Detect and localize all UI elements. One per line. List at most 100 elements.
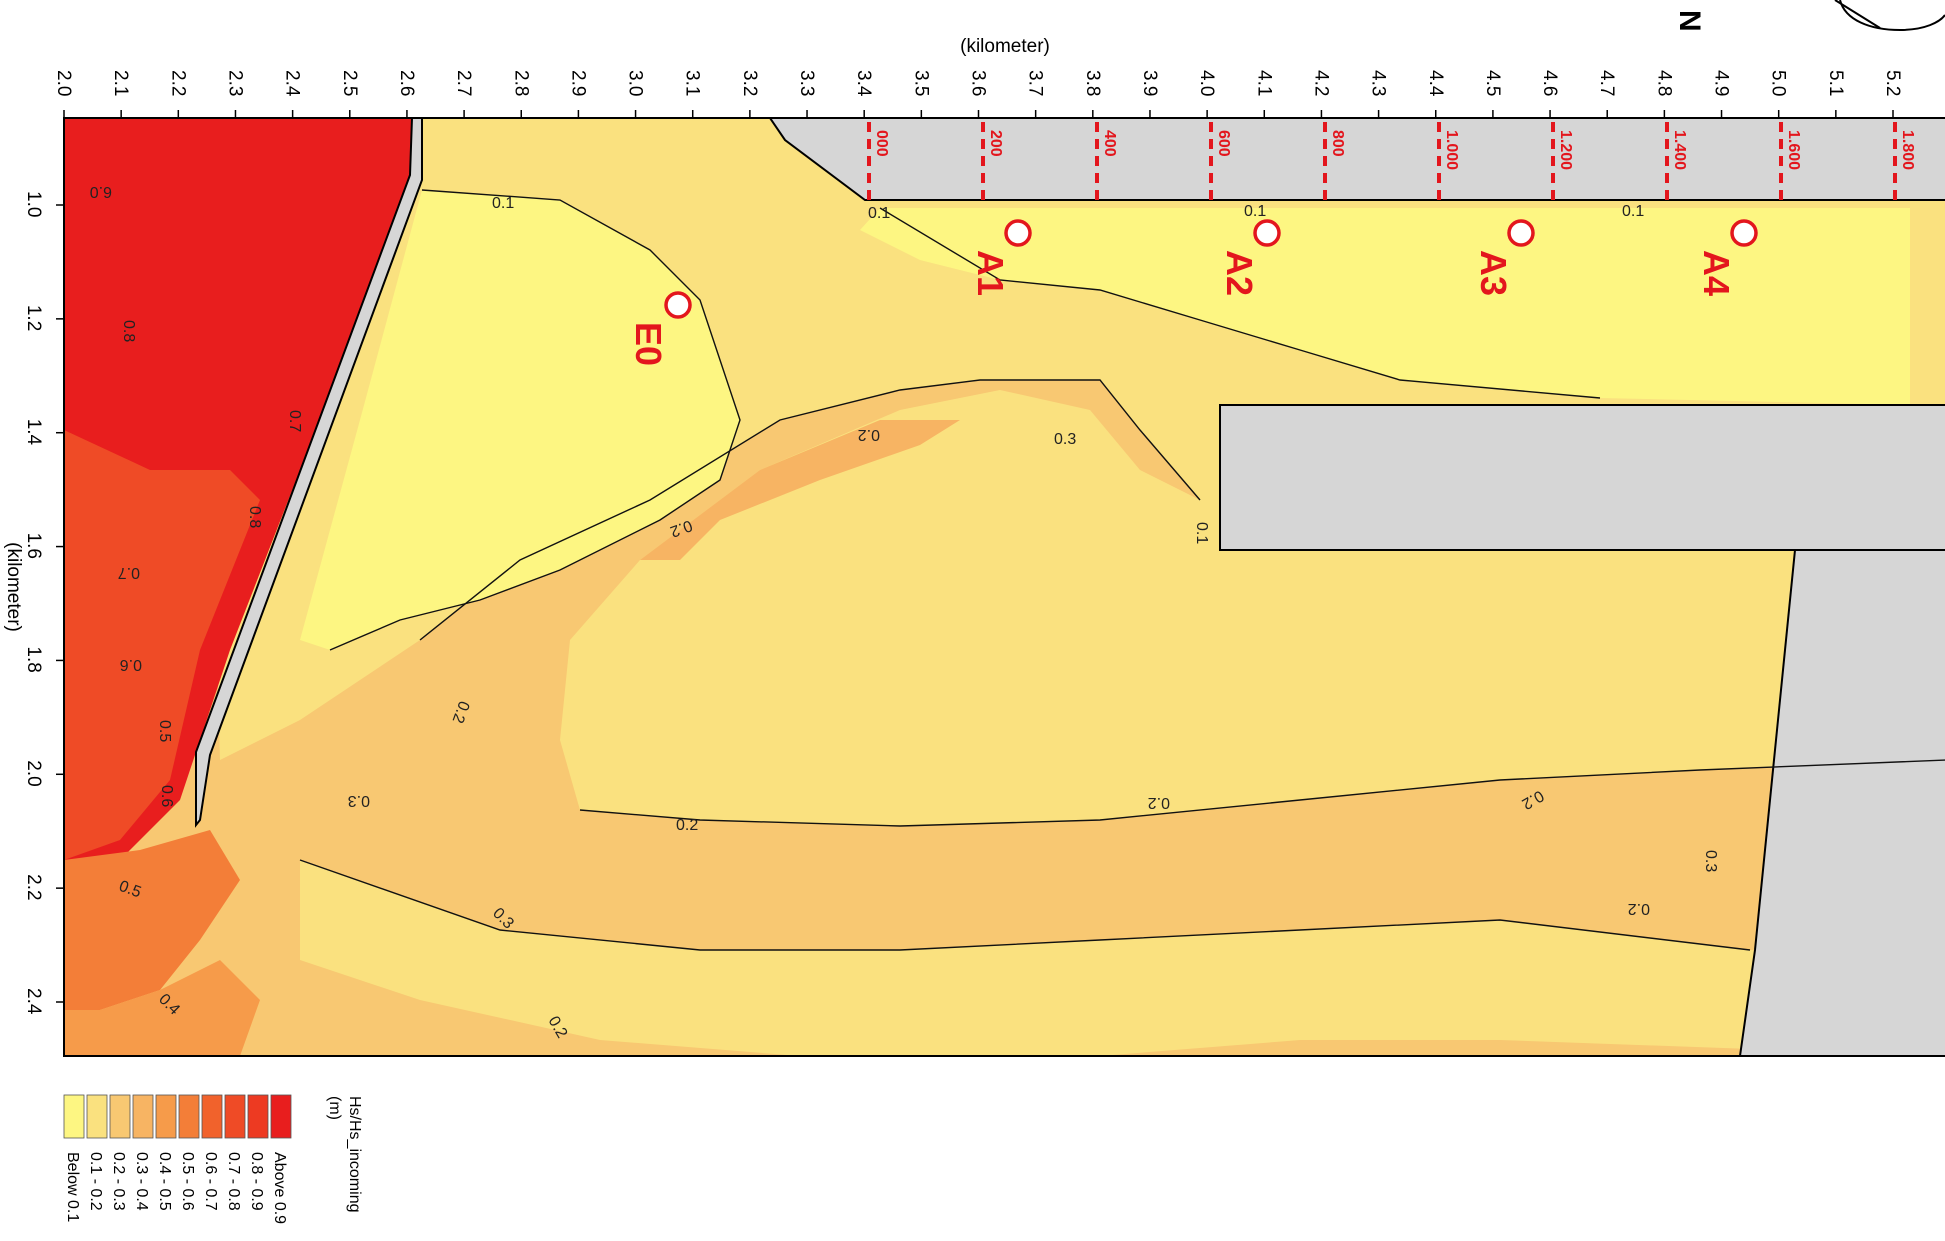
x-tick-label: 3.3 bbox=[796, 70, 817, 96]
legend-swatch bbox=[132, 1094, 154, 1139]
legend-swatch bbox=[178, 1094, 200, 1139]
station-label-a4: A4 bbox=[1696, 250, 1737, 296]
legend-label: 0.5 - 0.6 bbox=[179, 1152, 196, 1211]
zone-0.2-0.3-streak bbox=[640, 420, 960, 560]
x-tick-label: 2.1 bbox=[110, 70, 131, 96]
legend-label: 0.3 - 0.4 bbox=[133, 1152, 150, 1211]
legend: Below 0.1 0.1 - 0.2 0.2 - 0.3 0.3 - 0.4 0.4 … bbox=[63, 1094, 363, 1224]
contour-label: 0.2 bbox=[858, 426, 880, 443]
contour-label: 0.7 bbox=[286, 410, 303, 432]
legend-swatch bbox=[63, 1094, 85, 1139]
chainage-label: 400 bbox=[1101, 130, 1118, 157]
breakwater bbox=[195, 118, 423, 828]
contour-label: 0.2 bbox=[1628, 900, 1650, 917]
zone-0.4-0.5 bbox=[64, 960, 260, 1056]
x-tick-label: 4.0 bbox=[1196, 70, 1217, 96]
y-tick-label: 1.6 bbox=[23, 533, 44, 559]
stations: A1 A2 A3 A4 E0 bbox=[628, 219, 1758, 366]
legend-swatch bbox=[109, 1094, 131, 1139]
legend-label: 0.2 - 0.3 bbox=[110, 1152, 127, 1211]
legend-swatch bbox=[247, 1094, 269, 1139]
north-label: N bbox=[1673, 10, 1706, 32]
compass-ring-icon bbox=[1839, 0, 1945, 32]
chainage-label: 1.800 bbox=[1899, 130, 1916, 170]
x-tick-label: 2.5 bbox=[339, 70, 360, 96]
station-marker-a3[interactable] bbox=[1507, 219, 1535, 247]
contour-label: 0.2 bbox=[1148, 794, 1170, 811]
x-tick-label: 3.7 bbox=[1025, 70, 1046, 96]
legend-swatch bbox=[86, 1094, 108, 1139]
x-tick-label: 5.2 bbox=[1882, 70, 1903, 96]
chainage-label: 1.200 bbox=[1557, 130, 1574, 170]
x-tick-label: 3.9 bbox=[1139, 70, 1160, 96]
legend-label: Below 0.1 bbox=[64, 1152, 81, 1222]
x-tick-label: 3.2 bbox=[739, 70, 760, 96]
legend-label: 0.8 - 0.9 bbox=[248, 1152, 265, 1211]
station-marker-a2[interactable] bbox=[1253, 219, 1281, 247]
x-tick-label: 2.2 bbox=[167, 70, 188, 96]
pier-land bbox=[1219, 404, 1945, 551]
chainage-label: 1.400 bbox=[1671, 130, 1688, 170]
x-tick-label: 2.0 bbox=[53, 70, 74, 96]
legend-unit: (m) bbox=[326, 1096, 343, 1120]
station-marker-a1[interactable] bbox=[1004, 219, 1032, 247]
zone-0.5-0.6 bbox=[64, 830, 240, 1010]
contour-label: 0.2 bbox=[676, 817, 698, 834]
legend-label: 0.4 - 0.5 bbox=[156, 1152, 173, 1211]
x-tick-label: 4.1 bbox=[1253, 70, 1274, 96]
chainage-label: 1.600 bbox=[1785, 130, 1802, 170]
north-arrow-icon bbox=[1834, 0, 1881, 29]
chainage-lines bbox=[867, 122, 1897, 200]
station-label-a1: A1 bbox=[970, 250, 1011, 296]
x-tick-label: 5.1 bbox=[1825, 70, 1846, 96]
contour-label: 0.6 bbox=[120, 656, 142, 673]
chainage-label: 600 bbox=[1215, 130, 1232, 157]
north-arrow: N bbox=[1673, 0, 1945, 32]
x-axis-title: (kilometer) bbox=[960, 36, 1050, 57]
x-tick-label: 3.0 bbox=[625, 70, 646, 96]
contour-lines bbox=[299, 189, 1945, 951]
x-tick-label: 4.3 bbox=[1368, 70, 1389, 96]
chainage-label: 200 bbox=[987, 130, 1004, 157]
x-tick-label: 4.7 bbox=[1596, 70, 1617, 96]
x-tick-label: 4.6 bbox=[1539, 70, 1560, 96]
station-label-a2: A2 bbox=[1219, 250, 1260, 296]
contour-label: 0.3 bbox=[348, 792, 370, 809]
contour-label: 0.5 bbox=[156, 720, 173, 742]
contour-label: 0.3 bbox=[1702, 850, 1719, 872]
x-tick-label: 4.4 bbox=[1425, 70, 1446, 97]
contour-label: 0.1 bbox=[1193, 522, 1210, 544]
x-tick-label: 3.5 bbox=[910, 70, 931, 96]
land-right bbox=[1738, 549, 1945, 1056]
x-tick-label: 2.6 bbox=[396, 70, 417, 96]
contour-label: 0.8 bbox=[120, 320, 137, 342]
zone-0.7-0.8 bbox=[64, 430, 260, 860]
chainage-labels: 000 200 400 600 800 1.000 1.200 1.400 1.… bbox=[873, 130, 1916, 170]
x-tick-label: 2.9 bbox=[567, 70, 588, 96]
y-tick-label: 2.4 bbox=[23, 988, 44, 1015]
x-tick-label: 2.8 bbox=[510, 70, 531, 96]
x-tick-label: 2.7 bbox=[453, 70, 474, 96]
contour-label: 0.2 bbox=[668, 516, 695, 540]
y-tick-label: 1.0 bbox=[23, 191, 44, 217]
x-axis: 2.0 2.1 2.2 2.3 2.4 2.5 2.6 2.7 2.8 2.9 3.0 3.1 3.2 3… bbox=[53, 70, 1903, 118]
land-top bbox=[768, 118, 1945, 201]
station-marker-a4[interactable] bbox=[1730, 219, 1758, 247]
contour-label: 6.0 bbox=[90, 183, 112, 200]
y-tick-label: 1.8 bbox=[23, 646, 44, 672]
x-tick-label: 4.9 bbox=[1711, 70, 1732, 96]
station-marker-e0[interactable] bbox=[664, 291, 692, 319]
legend-label: Above 0.9 bbox=[271, 1152, 288, 1224]
legend-swatch bbox=[201, 1094, 223, 1139]
x-tick-label: 3.6 bbox=[968, 70, 989, 96]
y-axis-title: (kilometer) bbox=[3, 542, 24, 632]
contour-label: 0.6 bbox=[158, 785, 175, 807]
legend-swatch bbox=[270, 1094, 292, 1139]
legend-title: Hs/Hs_incoming bbox=[346, 1096, 363, 1212]
chainage-label: 000 bbox=[873, 130, 890, 157]
contour-label: 0.1 bbox=[492, 195, 514, 212]
x-tick-label: 4.2 bbox=[1310, 70, 1331, 96]
contour-label: 0.3 bbox=[1054, 431, 1076, 448]
chainage-label: 800 bbox=[1329, 130, 1346, 157]
